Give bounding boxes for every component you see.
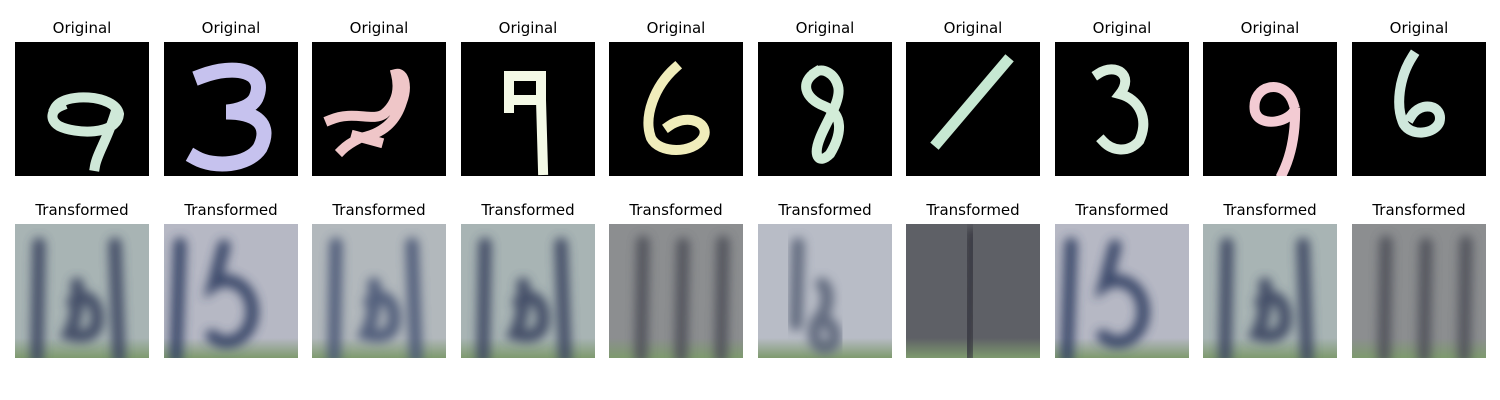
original-digit-image: [15, 42, 149, 176]
original-digit-image: [906, 42, 1040, 176]
transformed-title: Transformed: [481, 201, 575, 219]
transformed-title: Transformed: [1372, 201, 1466, 219]
original-digit-image: [1203, 42, 1337, 176]
transformed-digit-image: [461, 224, 595, 358]
transformed-title: Transformed: [35, 201, 129, 219]
original-digit-image: [758, 42, 892, 176]
original-digit-image: [461, 42, 595, 176]
original-digit-image: [164, 42, 298, 176]
original-title: Original: [201, 19, 261, 37]
transformed-title: Transformed: [629, 201, 723, 219]
transformed-title: Transformed: [926, 201, 1020, 219]
transformed-digit-image: [758, 224, 892, 358]
transformed-title: Transformed: [184, 201, 278, 219]
transformed-digit-image: [1055, 224, 1189, 358]
original-title: Original: [498, 19, 558, 37]
transformed-title: Transformed: [1223, 201, 1317, 219]
original-digit-image: [609, 42, 743, 176]
transformed-title: Transformed: [332, 201, 426, 219]
original-title: Original: [943, 19, 1003, 37]
original-digit-image: [312, 42, 446, 176]
original-title: Original: [1092, 19, 1152, 37]
transformed-digit-image: [164, 224, 298, 358]
original-digit-image: [1055, 42, 1189, 176]
original-title: Original: [646, 19, 706, 37]
original-title: Original: [349, 19, 409, 37]
original-title: Original: [1389, 19, 1449, 37]
original-title: Original: [795, 19, 855, 37]
original-title: Original: [52, 19, 112, 37]
transformed-digit-image: [1203, 224, 1337, 358]
transformed-digit-image: [15, 224, 149, 358]
original-digit-image: [1352, 42, 1486, 176]
transformed-title: Transformed: [778, 201, 872, 219]
original-title: Original: [1240, 19, 1300, 37]
transformed-digit-image: [312, 224, 446, 358]
transformed-digit-image: [906, 224, 1040, 358]
transformed-title: Transformed: [1075, 201, 1169, 219]
transformed-digit-image: [609, 224, 743, 358]
transformed-digit-image: [1352, 224, 1486, 358]
